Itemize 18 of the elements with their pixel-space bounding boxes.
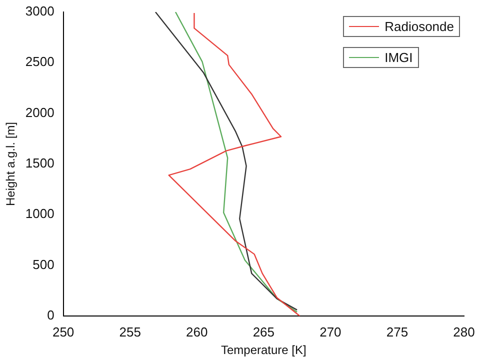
y-tick-label: 500 bbox=[32, 256, 54, 272]
y-tick-label: 2500 bbox=[25, 54, 54, 70]
x-axis-title: Temperature [K] bbox=[220, 343, 306, 358]
x-tick-label: 250 bbox=[52, 324, 74, 340]
y-tick-label: 1500 bbox=[25, 156, 54, 171]
x-tick-label: 275 bbox=[386, 324, 408, 340]
legend-label: IMGI bbox=[384, 50, 413, 65]
y-tick-label: 0 bbox=[47, 308, 54, 323]
y-tick-label: 2000 bbox=[25, 104, 54, 120]
x-tick-label: 270 bbox=[320, 324, 342, 340]
y-tick-label: 3000 bbox=[25, 4, 54, 19]
legend-label: Radiosonde bbox=[384, 19, 454, 34]
x-tick-label: 265 bbox=[252, 324, 275, 340]
x-tick-label: 280 bbox=[453, 324, 475, 340]
x-tick-label: 260 bbox=[186, 324, 208, 340]
y-tick-label: 1000 bbox=[25, 206, 54, 222]
x-tick-label: 255 bbox=[119, 324, 141, 340]
y-axis-title: Height a.g.l. [m] bbox=[4, 122, 18, 206]
